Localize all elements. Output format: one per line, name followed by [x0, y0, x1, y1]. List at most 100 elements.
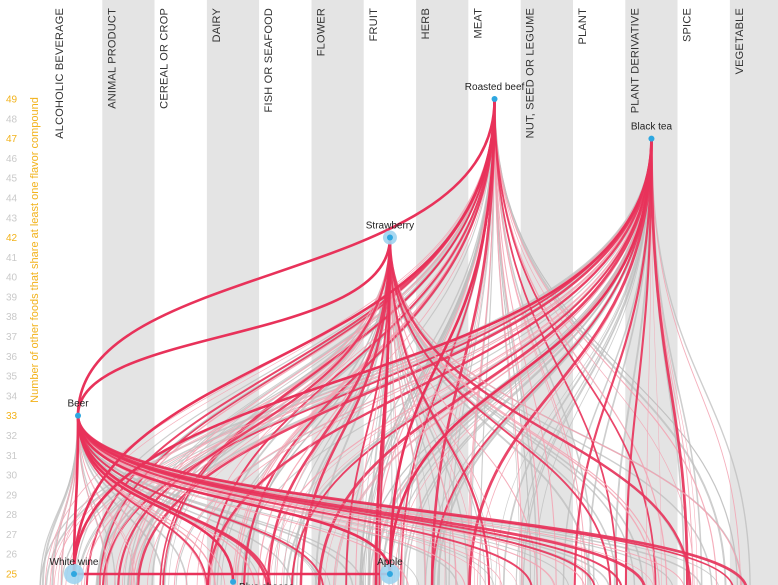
band-plant [573, 0, 626, 585]
y-tick-46: 46 [6, 154, 18, 165]
y-tick-33: 33 [6, 411, 18, 422]
faint-link [389, 237, 742, 585]
link-roasted-beef-beer [76, 98, 496, 416]
faint-link [493, 98, 718, 585]
category-label-cereal-or-crop: CEREAL OR CROP [159, 8, 171, 109]
faint-link [81, 237, 391, 585]
red-link [77, 415, 271, 585]
category-label-fish-or-seafood: FISH OR SEAFOOD [263, 8, 275, 112]
category-labels: ALCOHOLIC BEVERAGE ANIMAL PRODUCT CEREAL O… [54, 8, 746, 139]
node-label-strawberry: Strawberry [366, 221, 414, 232]
faint-link [77, 415, 108, 585]
red-link [624, 138, 653, 585]
red-link [299, 237, 392, 585]
y-tick-26: 26 [6, 550, 18, 561]
faint-link [77, 415, 486, 585]
y-tick-34: 34 [6, 391, 18, 402]
faint-link [147, 237, 391, 585]
y-tick-44: 44 [6, 193, 18, 204]
link-strawberry-beer [76, 237, 392, 416]
band-spice [677, 0, 730, 585]
faint-link [493, 98, 523, 585]
gray-link [650, 138, 751, 585]
y-tick-29: 29 [6, 490, 18, 501]
node-label-beer: Beer [67, 399, 89, 410]
red-link [77, 415, 532, 585]
link-roasted-beef-apple [388, 98, 496, 575]
food-nodes: Roasted beef Black tea Strawberry Beer White… [50, 82, 673, 585]
red-link [76, 415, 646, 585]
faint-link [650, 138, 741, 585]
y-tick-36: 36 [6, 352, 18, 363]
category-label-animal-product: ANIMAL PRODUCT [106, 8, 118, 109]
node-blue-cheese: Blue cheese [230, 578, 295, 585]
category-bands [50, 0, 778, 585]
node-beer: Beer [67, 399, 89, 419]
y-tick-28: 28 [6, 510, 18, 521]
node-strawberry: Strawberry [366, 221, 414, 245]
gray-link [502, 138, 653, 585]
gray-link [45, 138, 653, 585]
red-link [159, 98, 496, 585]
y-tick-25: 25 [6, 570, 18, 581]
node-apple: Apple [377, 557, 403, 584]
y-tick-42: 42 [6, 233, 18, 244]
y-tick-41: 41 [6, 253, 18, 264]
faint-link [389, 237, 538, 585]
faint-links [45, 98, 747, 585]
node-white-wine: White wine [50, 557, 99, 584]
gray-link [494, 98, 738, 585]
red-link [207, 98, 496, 585]
band-vegetable [729, 0, 778, 585]
faint-link [77, 415, 136, 585]
node-label-apple: Apple [377, 557, 403, 568]
red-link [650, 138, 689, 585]
gray-link [389, 237, 636, 585]
category-label-vegetable: VEGETABLE [734, 8, 746, 74]
faint-link [468, 98, 495, 585]
link-beer-white-wine [72, 415, 80, 575]
link-beer-blue-cheese [76, 415, 235, 582]
y-tick-31: 31 [6, 451, 18, 462]
category-label-spice: SPICE [682, 8, 694, 42]
highlighted-links [72, 98, 653, 582]
y-tick-30: 30 [6, 471, 18, 482]
faint-link [49, 237, 391, 585]
y-tick-40: 40 [6, 273, 18, 284]
node-black-tea: Black tea [631, 122, 672, 142]
y-axis-ticks: 49 48 47 46 45 44 43 42 41 40 39 38 37 36 35 34 33 32 31 30… [6, 95, 18, 581]
red-link [117, 237, 392, 585]
y-tick-47: 47 [6, 134, 18, 145]
y-tick-49: 49 [6, 95, 18, 106]
red-link [573, 138, 653, 585]
category-label-meat: MEAT [472, 8, 484, 39]
y-tick-45: 45 [6, 174, 18, 185]
y-tick-38: 38 [6, 312, 18, 323]
red-link [77, 415, 733, 585]
red-link [388, 237, 612, 585]
red-link [493, 98, 618, 585]
faint-link [131, 98, 496, 585]
y-tick-48: 48 [6, 114, 18, 125]
node-label-white-wine: White wine [50, 557, 99, 568]
red-link [345, 237, 391, 585]
red-link [388, 237, 692, 585]
faint-link [174, 138, 652, 585]
category-label-flower: FLOWER [316, 8, 328, 56]
red-link [317, 138, 653, 585]
red-link [77, 415, 324, 585]
red-link [77, 415, 595, 585]
faint-link [494, 98, 557, 585]
category-label-plant: PLANT [577, 8, 589, 45]
link-roasted-beef-white-wine [72, 98, 496, 575]
y-tick-43: 43 [6, 213, 18, 224]
node-roasted-beef: Roasted beef [465, 82, 525, 102]
category-label-alcoholic-beverage: ALCOHOLIC BEVERAGE [54, 8, 66, 139]
category-label-fruit: FRUIT [368, 8, 380, 41]
link-beer-apple [76, 415, 392, 575]
faint-link [57, 98, 495, 585]
node-label-roasted-beef: Roasted beef [465, 82, 525, 93]
link-black-tea-apple [388, 138, 653, 575]
red-link [388, 237, 491, 585]
